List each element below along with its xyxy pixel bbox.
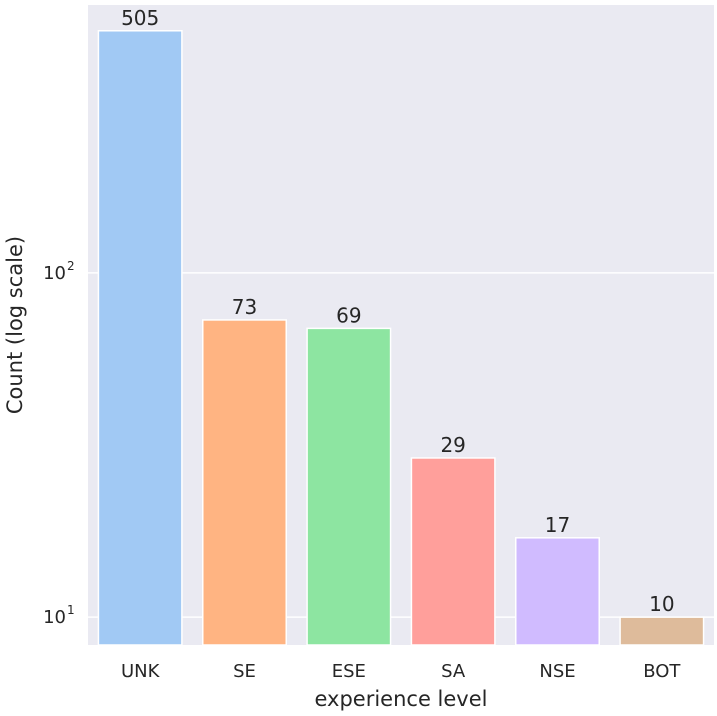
y-tick-exponent: 1 [67,603,75,617]
bar-ese [306,327,392,646]
x-tick-label-ese: ESE [332,661,366,682]
data-label-bot: 10 [649,592,674,616]
grid-lines [88,272,714,618]
x-tick-label-se: SE [233,661,256,682]
y-tick-label-10: 10 [43,607,66,628]
bars [97,30,705,646]
data-label-unk: 505 [121,6,159,30]
bar-sa [410,457,496,646]
bar-unk [97,30,183,646]
data-label-sa: 29 [440,433,465,457]
x-tick-label-nse: NSE [539,661,575,682]
x-tick-label-bot: BOT [643,661,681,682]
bar-bot [619,616,705,646]
y-tick-label-100: 10 [43,263,66,284]
plot-area [88,5,714,645]
bar-nse [515,537,600,646]
y-axis-label: Count (log scale) [3,236,27,414]
data-label-se: 73 [232,295,257,319]
data-label-nse: 17 [545,513,570,537]
data-label-ese: 69 [336,303,361,327]
x-tick-label-sa: SA [441,661,466,682]
y-tick-base: 10 [43,607,66,628]
data-labels: 505 73 69 29 17 10 [121,6,674,616]
bar-se [202,319,287,646]
x-axis-ticks: UNK SE ESE SA NSE BOT [121,661,681,682]
x-tick-label-unk: UNK [121,661,161,682]
x-axis-label: experience level [314,687,487,711]
y-tick-exponent: 2 [67,259,75,273]
y-tick-base: 10 [43,263,66,284]
